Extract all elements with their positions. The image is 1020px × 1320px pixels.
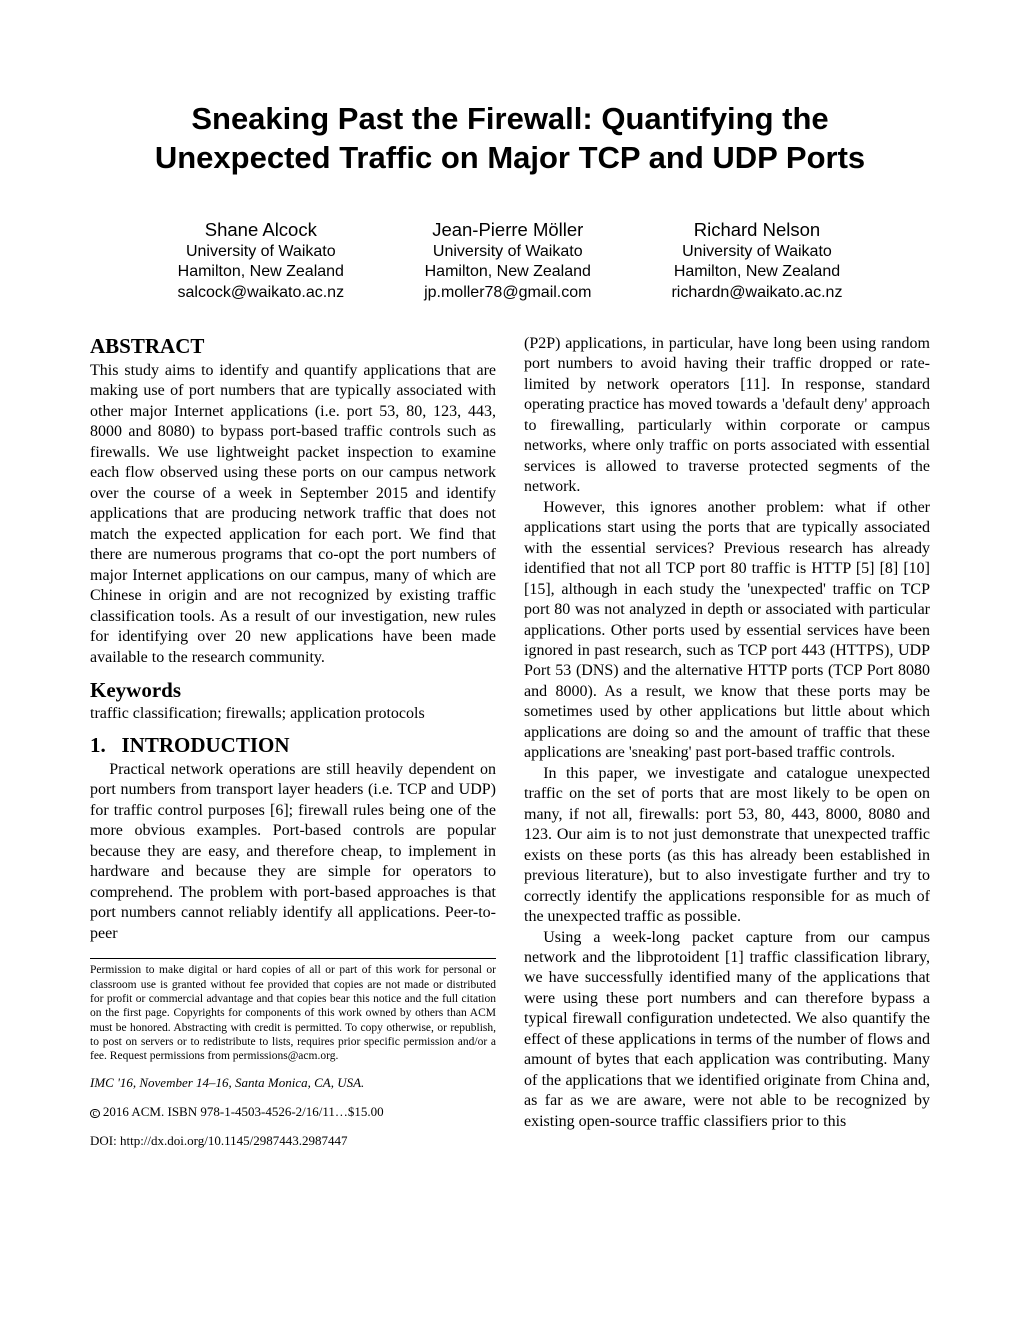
body-para: In this paper, we investigate and catalo…	[524, 764, 930, 928]
body-para: However, this ignores another problem: w…	[524, 498, 930, 764]
conference-line: IMC '16, November 14–16, Santa Monica, C…	[90, 1075, 496, 1091]
author-affil: University of Waikato	[671, 242, 842, 263]
intro-para: Practical network operations are still h…	[90, 760, 496, 944]
copyright-block: Permission to make digital or hard copie…	[90, 958, 496, 1149]
abstract-text: This study aims to identify and quantify…	[90, 361, 496, 668]
author-email: richardn@waikato.ac.nz	[671, 283, 842, 304]
doi-url: http://dx.doi.org/10.1145/2987443.298744…	[120, 1133, 348, 1148]
author-email: salcock@waikato.ac.nz	[178, 283, 345, 304]
copyright-icon: c	[90, 1109, 100, 1119]
section-title: INTRODUCTION	[122, 733, 290, 757]
doi-label: DOI:	[90, 1133, 120, 1148]
body-para: Using a week-long packet capture from ou…	[524, 928, 930, 1133]
abstract-heading: ABSTRACT	[90, 334, 496, 359]
permission-text: Permission to make digital or hard copie…	[90, 963, 496, 1064]
author-email: jp.moller78@gmail.com	[424, 283, 591, 304]
body-para: (P2P) applications, in particular, have …	[524, 334, 930, 498]
author-block: Shane Alcock University of Waikato Hamil…	[90, 218, 930, 304]
author-name: Shane Alcock	[178, 218, 345, 242]
author: Richard Nelson University of Waikato Ham…	[671, 218, 842, 304]
author: Jean-Pierre Möller University of Waikato…	[424, 218, 591, 304]
author-affil: University of Waikato	[178, 242, 345, 263]
author-affil: University of Waikato	[424, 242, 591, 263]
author-name: Richard Nelson	[671, 218, 842, 242]
paper-title: Sneaking Past the Firewall: Quantifying …	[130, 100, 890, 178]
copyright-line: c 2016 ACM. ISBN 978-1-4503-4526-2/16/11…	[90, 1104, 496, 1120]
doi-line: DOI: http://dx.doi.org/10.1145/2987443.2…	[90, 1133, 496, 1149]
author: Shane Alcock University of Waikato Hamil…	[178, 218, 345, 304]
section-number: 1.	[90, 733, 106, 757]
body-columns: ABSTRACT This study aims to identify and…	[90, 334, 930, 1162]
intro-heading: 1. INTRODUCTION	[90, 733, 496, 758]
author-loc: Hamilton, New Zealand	[671, 262, 842, 283]
author-name: Jean-Pierre Möller	[424, 218, 591, 242]
author-loc: Hamilton, New Zealand	[424, 262, 591, 283]
keywords-heading: Keywords	[90, 678, 496, 703]
keywords-text: traffic classification; firewalls; appli…	[90, 705, 496, 723]
author-loc: Hamilton, New Zealand	[178, 262, 345, 283]
copyright-text: 2016 ACM. ISBN 978-1-4503-4526-2/16/11…$…	[100, 1104, 384, 1119]
